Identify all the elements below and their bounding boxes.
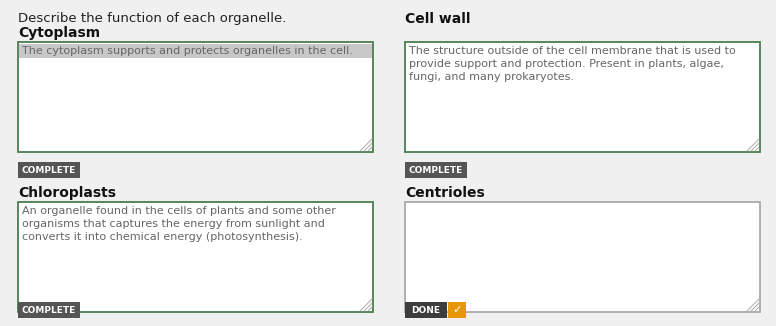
FancyBboxPatch shape [18,42,373,152]
FancyBboxPatch shape [18,302,80,318]
Text: COMPLETE: COMPLETE [22,166,76,175]
Text: Cell wall: Cell wall [405,12,470,26]
FancyBboxPatch shape [19,44,372,58]
FancyBboxPatch shape [405,302,447,318]
Text: ✓: ✓ [452,305,462,316]
FancyBboxPatch shape [18,162,80,178]
FancyBboxPatch shape [405,162,467,178]
Text: COMPLETE: COMPLETE [22,306,76,315]
FancyBboxPatch shape [18,202,373,312]
FancyBboxPatch shape [448,302,466,318]
Text: COMPLETE: COMPLETE [409,166,463,175]
Text: Centrioles: Centrioles [405,186,485,200]
Text: An organelle found in the cells of plants and some other
organisms that captures: An organelle found in the cells of plant… [22,206,336,243]
Text: DONE: DONE [411,306,441,315]
FancyBboxPatch shape [405,202,760,312]
Text: Cytoplasm: Cytoplasm [18,26,100,40]
Text: Describe the function of each organelle.: Describe the function of each organelle. [18,12,286,25]
FancyBboxPatch shape [405,42,760,152]
Text: The cytoplasm supports and protects organelles in the cell.: The cytoplasm supports and protects orga… [22,46,353,56]
Text: The structure outside of the cell membrane that is used to
provide support and p: The structure outside of the cell membra… [409,46,736,82]
Text: Chloroplasts: Chloroplasts [18,186,116,200]
